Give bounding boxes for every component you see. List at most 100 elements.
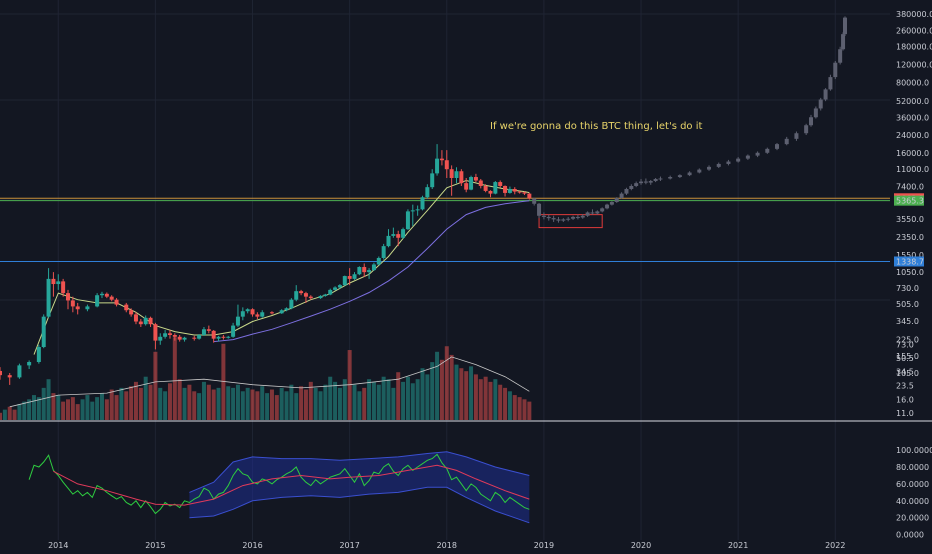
volume-bar: [41, 387, 46, 420]
x-tick-label: 2016: [242, 541, 262, 550]
price-tick-label: 16000.0: [896, 149, 929, 158]
price-tick-label: 225.0: [896, 336, 919, 345]
volume-bar: [138, 387, 143, 420]
volume-bar: [211, 389, 216, 420]
volume-bar: [12, 409, 17, 420]
candle: [279, 310, 284, 314]
projection-candle: [619, 193, 624, 199]
volume-bar: [274, 395, 279, 420]
projection-candle: [755, 152, 760, 156]
volume-bar: [265, 393, 270, 420]
rsi-band-lower: [189, 486, 530, 524]
candle: [114, 299, 119, 305]
volume-bar: [517, 397, 522, 420]
volume-bar: [435, 351, 440, 420]
candle: [430, 173, 435, 188]
volume-bar: [80, 399, 85, 420]
candle: [216, 336, 221, 339]
volume-bar: [250, 389, 255, 420]
projection-candle: [537, 203, 542, 216]
volume-bar: [522, 399, 527, 420]
volume-bar: [158, 387, 163, 420]
volume-bar: [31, 395, 36, 420]
projection-candle: [726, 161, 731, 164]
volume-bar: [367, 379, 372, 420]
rsi-tick-label: 80.0000: [896, 463, 929, 472]
volume-bar: [187, 384, 192, 420]
projection-candle: [614, 198, 619, 203]
volume-bar: [240, 391, 245, 420]
volume-bar: [294, 393, 299, 420]
candle: [454, 171, 459, 178]
volume-panel: [0, 337, 532, 420]
volume-bar: [216, 387, 221, 420]
volume-bar: [153, 351, 158, 420]
projection-candle: [765, 148, 770, 153]
volume-bar: [109, 389, 114, 420]
candle: [167, 333, 172, 335]
volume-bar: [104, 399, 109, 420]
candle: [7, 375, 12, 378]
candle: [469, 177, 474, 190]
candle: [182, 337, 187, 340]
rsi-ma-line: [53, 464, 530, 506]
volume-tick-label: 11.0: [896, 409, 914, 418]
projection-candle: [590, 212, 595, 214]
grid-layer: [0, 0, 932, 540]
horizontal-lines-layer: [0, 197, 890, 262]
volume-bar: [478, 379, 483, 420]
x-tick-label: 2020: [631, 541, 651, 550]
price-label-box: [894, 195, 924, 206]
candle: [46, 278, 51, 317]
volume-bar: [425, 374, 430, 420]
candle: [371, 264, 376, 271]
volume-bar: [206, 384, 211, 420]
projection-candle: [658, 178, 663, 180]
candle: [391, 234, 396, 236]
price-tick-label: 105.0: [896, 369, 919, 378]
projection-candle: [687, 172, 692, 176]
candle: [357, 267, 362, 275]
x-tick-label: 2015: [145, 541, 165, 550]
volume-bar: [405, 376, 410, 420]
price-tick-label: 1050.0: [896, 268, 924, 277]
volume-bar: [328, 376, 333, 420]
projection-candle: [571, 216, 576, 219]
projection-candle: [634, 183, 639, 186]
projection-candle: [828, 77, 833, 90]
candle: [124, 304, 129, 311]
volume-bar: [65, 399, 70, 420]
projection-candle: [809, 117, 814, 126]
volume-bar: [420, 368, 425, 420]
volume-bar: [357, 391, 362, 420]
projection-candle: [745, 155, 750, 159]
projection-candle: [775, 144, 780, 149]
volume-bar: [449, 354, 454, 420]
volume-tick-label: 50.5: [896, 354, 914, 363]
x-tick-label: 2019: [534, 541, 554, 550]
candle: [231, 325, 236, 337]
annotation-text: If we're gonna do this BTC thing, let's …: [490, 121, 703, 132]
volume-bar: [269, 389, 274, 420]
candles-layer: [0, 16, 847, 385]
volume-bar: [201, 381, 206, 420]
candle: [522, 192, 527, 194]
projection-candle: [838, 49, 843, 63]
candle: [56, 281, 61, 285]
candle: [99, 293, 104, 296]
volume-bar: [27, 399, 32, 420]
candle: [527, 193, 532, 199]
volume-bar: [95, 397, 100, 420]
volume-bar: [284, 391, 289, 420]
volume-bar: [507, 391, 512, 420]
price-tick-label: 120000.0: [896, 61, 932, 70]
candle: [61, 281, 66, 294]
candle: [386, 235, 391, 247]
candle: [221, 336, 226, 338]
volume-bar: [231, 387, 236, 420]
projection-candle: [551, 218, 556, 220]
volume-bar: [469, 366, 474, 420]
candle: [153, 324, 158, 341]
candle: [138, 321, 143, 325]
volume-bar: [17, 404, 22, 420]
